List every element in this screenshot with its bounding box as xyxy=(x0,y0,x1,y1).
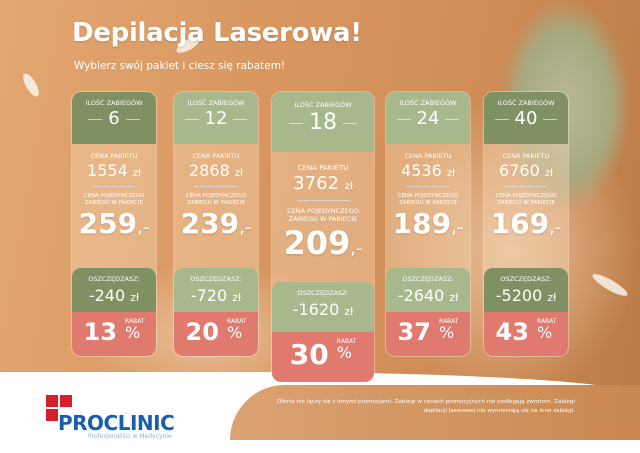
count-label: ILOŚĆ ZABIEGÓW xyxy=(85,99,143,107)
discount-value: 37 xyxy=(397,318,431,346)
card-header: ILOŚĆ ZABIEGÓW 12 xyxy=(174,92,258,144)
savings-label: OSZCZĘDZASZ: xyxy=(297,289,349,297)
footer-band xyxy=(230,385,640,440)
single-price-label: CENA POJEDYNCZEGO ZABIEGU W PAKIECIE xyxy=(397,193,459,207)
card-header: ILOŚĆ ZABIEGÓW 24 xyxy=(386,92,470,144)
single-price: 209,- xyxy=(283,223,363,262)
legal-note: Oferta nie łączy się z innymi promocjami… xyxy=(276,399,575,414)
savings-box: OSZCZĘDZASZ: -240 zł xyxy=(72,268,156,312)
savings-box: OSZCZĘDZASZ: -2640 zł xyxy=(386,268,470,312)
savings-value: -5200 xyxy=(495,286,543,305)
savings-box: OSZCZĘDZASZ: -1620 zł xyxy=(272,282,374,332)
page-title: Depilacja Laserowa! xyxy=(72,18,362,48)
single-price: 169,- xyxy=(490,207,562,241)
discount-label: RABAT xyxy=(439,318,459,325)
card-header: ILOŚĆ ZABIEGÓW 6 xyxy=(72,92,156,144)
divider xyxy=(93,186,135,187)
discount-label: RABAT xyxy=(537,318,557,325)
divider xyxy=(407,186,449,187)
divider xyxy=(195,186,237,187)
count-value: 40 xyxy=(484,108,568,129)
package-price: 2868 zł xyxy=(189,161,243,180)
card-header: ILOŚĆ ZABIEGÓW 40 xyxy=(484,92,568,144)
discount-box: 20 RABAT% xyxy=(174,312,258,356)
discount-label: RABAT xyxy=(336,338,357,345)
divider xyxy=(297,200,349,201)
single-price: 189,- xyxy=(392,207,464,241)
package-card-40: ILOŚĆ ZABIEGÓW 40 CENA PAKIETU 6760 zł C… xyxy=(484,92,568,356)
count-value: 12 xyxy=(174,108,258,129)
package-price: 3762 zł xyxy=(293,173,353,194)
savings-value: -720 xyxy=(190,286,228,305)
discount-label: RABAT xyxy=(227,318,247,325)
savings-value: -240 xyxy=(88,286,126,305)
single-price-label: CENA POJEDYNCZEGO ZABIEGU W PAKIECIE xyxy=(83,193,145,207)
package-price-label: CENA PAKIETU xyxy=(502,152,550,160)
package-price-label: CENA PAKIETU xyxy=(404,152,452,160)
discount-label: RABAT xyxy=(125,318,145,325)
package-price: 1554 zł xyxy=(87,161,141,180)
discount-box: 13 RABAT% xyxy=(72,312,156,356)
package-card-12: ILOŚĆ ZABIEGÓW 12 CENA PAKIETU 2868 zł C… xyxy=(174,92,258,356)
count-label: ILOŚĆ ZABIEGÓW xyxy=(187,99,245,107)
divider xyxy=(505,186,547,187)
savings-label: OSZCZĘDZASZ: xyxy=(402,275,454,283)
package-card-18: ILOŚĆ ZABIEGÓW 18 CENA PAKIETU 3762 zł C… xyxy=(272,92,374,382)
discount-box: 30 RABAT% xyxy=(272,332,374,382)
package-price-label: CENA PAKIETU xyxy=(192,152,240,160)
package-card-6: ILOŚĆ ZABIEGÓW 6 CENA PAKIETU 1554 zł CE… xyxy=(72,92,156,356)
savings-label: OSZCZĘDZASZ: xyxy=(88,275,140,283)
discount-value: 20 xyxy=(185,318,219,346)
count-label: ILOŚĆ ZABIEGÓW xyxy=(294,101,352,109)
savings-value: -2640 xyxy=(397,286,445,305)
single-price-label: CENA POJEDYNCZEGO ZABIEGU W PAKIECIE xyxy=(287,207,359,224)
package-price-label: CENA PAKIETU xyxy=(90,152,138,160)
package-card-24: ILOŚĆ ZABIEGÓW 24 CENA PAKIETU 4536 zł C… xyxy=(386,92,470,356)
savings-box: OSZCZĘDZASZ: -720 zł xyxy=(174,268,258,312)
single-price: 259,- xyxy=(78,207,150,241)
count-value: 6 xyxy=(72,108,156,129)
count-label: ILOŚĆ ZABIEGÓW xyxy=(497,99,555,107)
package-price-label: CENA PAKIETU xyxy=(297,164,349,172)
page-subtitle: Wybierz swój pakiet i ciesz się rabatem! xyxy=(74,60,286,72)
discount-box: 37 RABAT% xyxy=(386,312,470,356)
discount-value: 13 xyxy=(83,318,117,346)
savings-label: OSZCZĘDZASZ: xyxy=(190,275,242,283)
single-price-label: CENA POJEDYNCZEGO ZABIEGU W PAKIECIE xyxy=(185,193,247,207)
savings-value: -1620 xyxy=(292,300,340,319)
discount-box: 43 RABAT% xyxy=(484,312,568,356)
package-price: 6760 zł xyxy=(499,161,553,180)
logo-name: PROCLINIC xyxy=(58,411,175,435)
count-label: ILOŚĆ ZABIEGÓW xyxy=(399,99,457,107)
discount-value: 30 xyxy=(289,338,329,371)
package-price: 4536 zł xyxy=(401,161,455,180)
count-value: 24 xyxy=(386,108,470,129)
card-header: ILOŚĆ ZABIEGÓW 18 xyxy=(272,92,374,152)
savings-label: OSZCZĘDZASZ: xyxy=(500,275,552,283)
logo-tagline: Profesjonaliści w Medycynie xyxy=(88,433,172,440)
count-value: 18 xyxy=(272,110,374,135)
single-price: 239,- xyxy=(180,207,252,241)
savings-box: OSZCZĘDZASZ: -5200 zł xyxy=(484,268,568,312)
feather-icon xyxy=(20,71,42,99)
discount-value: 43 xyxy=(495,318,529,346)
single-price-label: CENA POJEDYNCZEGO ZABIEGU W PAKIECIE xyxy=(495,193,557,207)
